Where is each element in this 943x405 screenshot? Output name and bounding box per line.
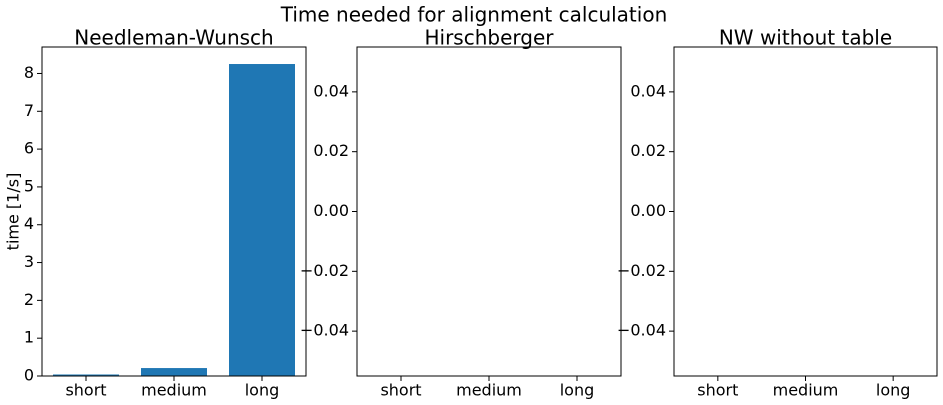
y-tick-label: 0.04 [630, 81, 666, 100]
y-tick-label: 6 [24, 139, 34, 158]
y-tick-label: −0.04 [617, 321, 666, 340]
axes-frame [673, 46, 938, 377]
y-tick-label: −0.02 [617, 261, 666, 280]
x-tick-label: long [560, 381, 595, 400]
y-tick-label: 3 [24, 252, 34, 271]
x-tick-label: medium [141, 381, 207, 400]
y-tick-label: 7 [24, 101, 34, 120]
y-tick-label: 4 [24, 214, 34, 233]
x-tick-label: medium [773, 381, 839, 400]
y-tick-label: 8 [24, 63, 34, 82]
y-tick-label: 2 [24, 290, 34, 309]
x-tick-label: short [380, 381, 421, 400]
bar [53, 374, 119, 376]
axes-frame [356, 46, 622, 377]
y-axis-label: time [1/s] [4, 173, 23, 251]
y-tick-label: 0.00 [630, 201, 666, 220]
y-tick-label: 5 [24, 176, 34, 195]
y-tick-label: −0.02 [300, 261, 349, 280]
y-tick-label: −0.04 [300, 321, 349, 340]
x-tick-label: medium [456, 381, 522, 400]
y-tick-label: 0 [24, 366, 34, 385]
x-tick-label: long [876, 381, 911, 400]
subplot-title: Hirschberger [424, 26, 554, 50]
subplot-title: NW without table [719, 26, 892, 50]
y-tick-label: 0.02 [313, 141, 349, 160]
y-tick-label: 0.00 [313, 201, 349, 220]
bar [229, 64, 295, 376]
subplot-title: Needleman-Wunsch [74, 26, 273, 50]
x-tick-label: short [65, 381, 106, 400]
y-tick-label: 0.02 [630, 141, 666, 160]
x-tick-label: short [697, 381, 738, 400]
y-tick-label: 0.04 [313, 81, 349, 100]
figure-title: Time needed for alignment calculation [280, 3, 668, 27]
bar [141, 368, 207, 376]
axes-frame [41, 46, 307, 377]
y-tick-label: 1 [24, 328, 34, 347]
x-tick-label: long [245, 381, 280, 400]
